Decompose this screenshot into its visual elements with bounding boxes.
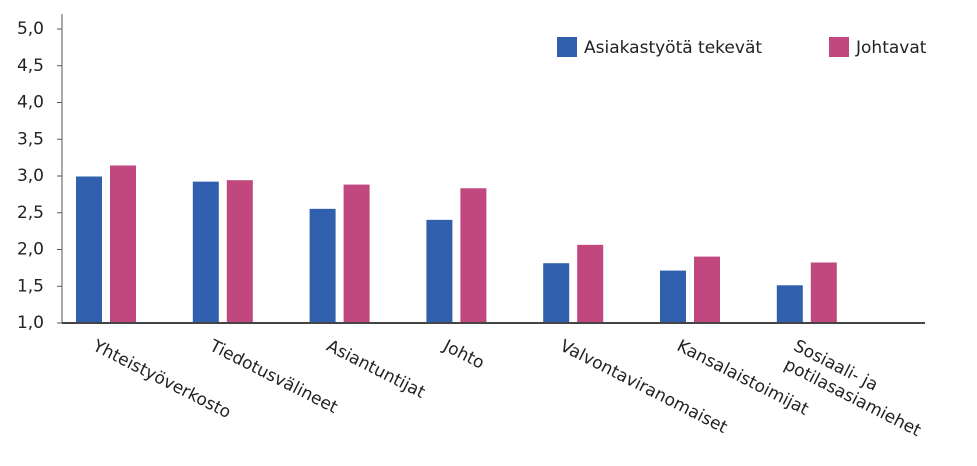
y-tick-label: 4,0 [17, 93, 44, 113]
bar [659, 269, 687, 324]
legend-swatch [557, 37, 577, 57]
legend-swatch [829, 37, 849, 57]
bar [459, 187, 488, 324]
bar [693, 255, 721, 324]
y-tick-label: 3,0 [17, 166, 44, 186]
y-tick-label: 2,5 [17, 203, 44, 223]
legend-label: Asiakastyötä tekevät [584, 38, 762, 58]
y-tick-label: 4,5 [17, 56, 44, 76]
x-tick-label-line: Asiantuntijat [323, 336, 428, 403]
bar [109, 164, 137, 324]
bar [225, 179, 254, 324]
x-tick-label: Sosiaali- japotilasasiamiehet [781, 336, 934, 441]
y-tick-label: 3,5 [17, 129, 44, 149]
bar [191, 180, 220, 324]
x-tick-label: Johto [439, 336, 488, 374]
bar [542, 262, 571, 324]
y-tick-label: 5,0 [17, 19, 44, 39]
bar [576, 243, 605, 324]
bar [75, 175, 103, 324]
y-tick-label: 1,5 [17, 276, 44, 296]
y-tick-label: 2,0 [17, 240, 44, 260]
y-tick-label: 1,0 [17, 313, 44, 333]
x-tick-label: Asiantuntijat [323, 336, 428, 403]
legend-label: Johtavat [855, 38, 927, 58]
x-tick-label-line: Johto [439, 336, 488, 374]
bar [809, 261, 838, 324]
bar [308, 207, 337, 324]
bar [425, 218, 454, 324]
bar [342, 183, 371, 324]
bar [775, 284, 804, 324]
